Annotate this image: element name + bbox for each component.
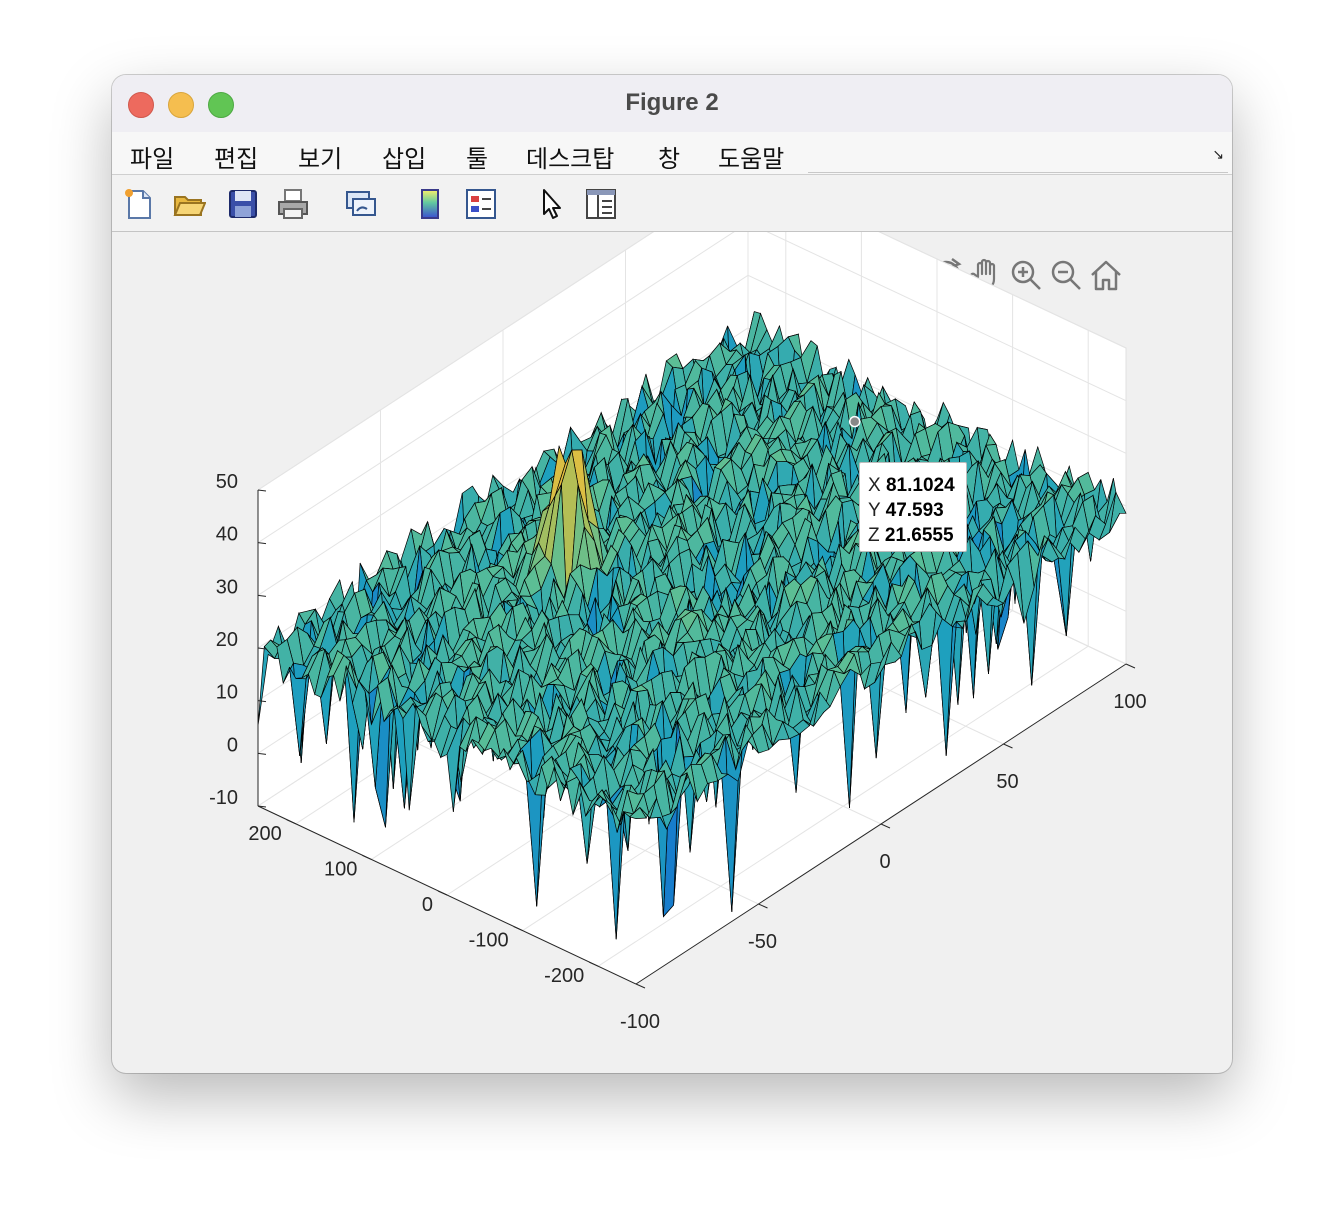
menu-insert[interactable]: 삽입 (382, 146, 427, 173)
colorbar-icon[interactable] (414, 187, 448, 221)
home-icon[interactable] (1088, 257, 1124, 293)
new-figure-icon[interactable] (122, 187, 156, 221)
datatip-y-value: 47.593 (885, 500, 944, 521)
z-gridline (257, 232, 1127, 544)
datatip-z-value: 21.6555 (884, 525, 954, 546)
surface-plot[interactable]: -1001020304050-100-50050100-200-10001002… (112, 232, 1232, 1072)
datatip-x-label: X (868, 475, 881, 496)
z-tick-label: 0 (227, 734, 238, 756)
x-tick-mark (1125, 663, 1136, 669)
figure-window: Figure 2 파일 편집 보기 삽입 툴 데스크탑 창 도움말 ↘ (112, 75, 1232, 1073)
z-tick-label: 10 (216, 682, 238, 704)
y-tick-label: 0 (422, 894, 433, 916)
minimize-window-button[interactable] (168, 92, 194, 118)
link-plot-icon[interactable] (344, 187, 378, 221)
menu-bar: 파일 편집 보기 삽입 툴 데스크탑 창 도움말 ↘ (112, 132, 1232, 175)
title-bar[interactable]: Figure 2 (112, 75, 1232, 133)
maximize-window-button[interactable] (208, 92, 234, 118)
zoom-in-icon[interactable] (1008, 257, 1044, 293)
z-gridline (257, 232, 1127, 491)
figure-toolbar (112, 175, 1232, 232)
z-gridline (257, 274, 1127, 596)
y-tick-label: 100 (324, 858, 357, 880)
datatip-marker (848, 415, 861, 428)
x-tick-label: 100 (1113, 691, 1146, 713)
menu-view[interactable]: 보기 (298, 146, 343, 173)
z-tick-label: 40 (216, 524, 238, 546)
y-tick-label: 200 (248, 823, 281, 845)
x-tick-label: 0 (879, 851, 890, 873)
z-tick-label: 30 (216, 576, 238, 598)
window-title: Figure 2 (625, 89, 719, 116)
z-tick-label: 20 (216, 629, 238, 651)
x-tick-mark (880, 823, 891, 829)
zoom-out-icon[interactable] (1048, 257, 1084, 293)
menu-expand-icon[interactable]: ↘ (1212, 146, 1224, 162)
menu-edit[interactable]: 편집 (214, 146, 259, 173)
property-inspector-icon[interactable] (584, 187, 618, 221)
legend-icon[interactable] (464, 187, 498, 221)
x-tick-mark (758, 903, 768, 909)
edit-pointer-icon[interactable] (534, 187, 568, 221)
open-file-icon[interactable] (172, 187, 206, 221)
z-tick-label: 50 (216, 471, 238, 493)
menu-file[interactable]: 파일 (130, 146, 175, 173)
x-tick-label: 50 (996, 771, 1018, 793)
menu-window[interactable]: 창 (658, 146, 681, 173)
x-tick-mark (635, 983, 646, 989)
datatip-y-label: Y (868, 500, 881, 521)
save-icon[interactable] (226, 187, 260, 221)
y-tick-label: -200 (544, 965, 584, 987)
datatip-z-label: Z (868, 525, 880, 546)
menu-desktop[interactable]: 데스크탑 (526, 146, 615, 173)
menu-tools[interactable]: 툴 (466, 146, 489, 173)
menu-divider (808, 172, 1228, 173)
x-tick-mark (1003, 743, 1013, 749)
close-window-button[interactable] (128, 92, 154, 118)
datatip[interactable]: X 81.1024 Y 47.593 Z 21.6555 (859, 462, 967, 552)
y-tick-label: -100 (469, 930, 509, 952)
datatip-x-value: 81.1024 (885, 475, 955, 496)
surface-mesh[interactable] (257, 311, 1127, 940)
z-tick-label: -10 (209, 787, 238, 809)
x-tick-label: -100 (620, 1011, 660, 1033)
menu-help[interactable]: 도움말 (718, 146, 785, 173)
x-tick-label: -50 (748, 931, 777, 953)
print-icon[interactable] (276, 187, 310, 221)
